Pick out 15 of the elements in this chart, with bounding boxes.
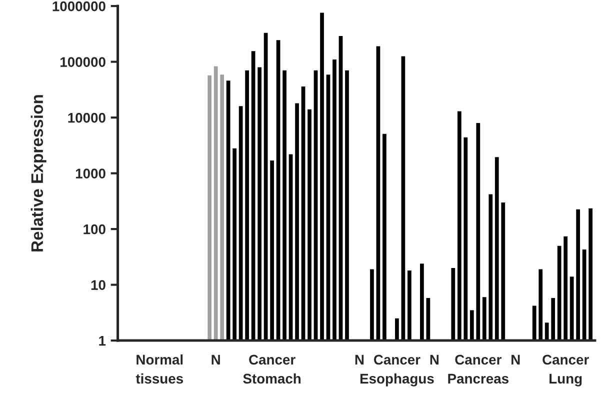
y-tick-label: 1000000 (52, 1, 106, 12)
y-tick-label: 1000 (76, 168, 106, 178)
y-axis-title: Relative Expression (30, 95, 46, 252)
x-tick-label: N (430, 354, 439, 364)
x-tick-label: Normal tissues (136, 354, 183, 384)
x-tick-label: N (512, 354, 520, 364)
x-tick-label: Cancer Stomach (243, 354, 301, 384)
y-tick-label: 100 (84, 224, 106, 234)
y-tick-label: 10000 (68, 112, 106, 123)
y-tick-label: 1 (99, 336, 106, 346)
x-tick-label: N (212, 354, 220, 364)
y-tick-label: 100000 (60, 57, 106, 67)
y-tick-label: 10 (91, 280, 106, 290)
x-tick-label: Cancer Lung (542, 354, 589, 386)
x-tick-label: Cancer Pancreas (448, 354, 508, 384)
